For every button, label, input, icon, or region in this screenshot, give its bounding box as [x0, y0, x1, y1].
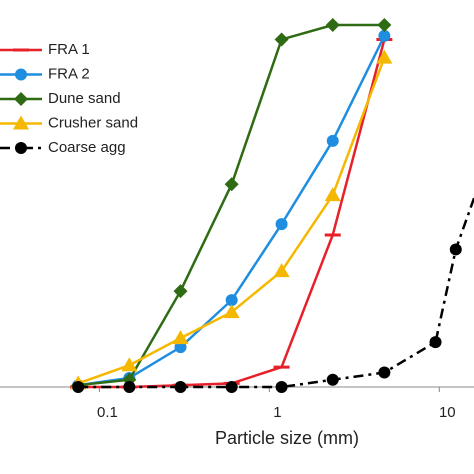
marker: [378, 366, 391, 379]
marker: [275, 218, 288, 231]
marker: [326, 373, 339, 386]
series-line: [78, 194, 474, 389]
marker: [377, 18, 392, 32]
marker: [449, 243, 462, 256]
legend-label: FRA 1: [48, 41, 90, 58]
marker: [274, 32, 289, 47]
marker: [225, 294, 238, 307]
series-line: [77, 57, 386, 385]
marker: [123, 381, 136, 393]
marker: [14, 92, 28, 106]
x-tick-label: 0.1: [97, 404, 118, 421]
marker: [275, 381, 288, 393]
marker: [273, 263, 290, 278]
marker: [174, 341, 187, 354]
plot-area: [70, 18, 474, 393]
legend-label: FRA 2: [48, 65, 90, 82]
marker: [223, 304, 240, 319]
marker: [326, 134, 339, 147]
marker: [172, 330, 189, 345]
marker: [325, 18, 340, 32]
x-axis-label: Particle size (mm): [215, 428, 359, 448]
legend-label: Dune sand: [48, 90, 121, 107]
series-line: [78, 39, 386, 389]
marker: [121, 357, 138, 372]
marker: [324, 187, 341, 202]
legend-label: Coarse agg: [48, 139, 126, 156]
marker: [15, 68, 27, 81]
x-tick-label: 10: [439, 404, 456, 421]
marker: [15, 142, 27, 154]
marker: [376, 49, 393, 64]
marker: [225, 381, 238, 393]
marker: [174, 381, 187, 393]
marker: [13, 115, 29, 130]
x-tick-label: 1: [273, 404, 281, 421]
marker: [378, 29, 391, 42]
series-line: [78, 23, 385, 387]
marker: [224, 177, 239, 192]
legend-label: Crusher sand: [48, 114, 138, 131]
marker: [72, 381, 85, 393]
marker: [173, 284, 188, 299]
marker: [429, 336, 442, 349]
